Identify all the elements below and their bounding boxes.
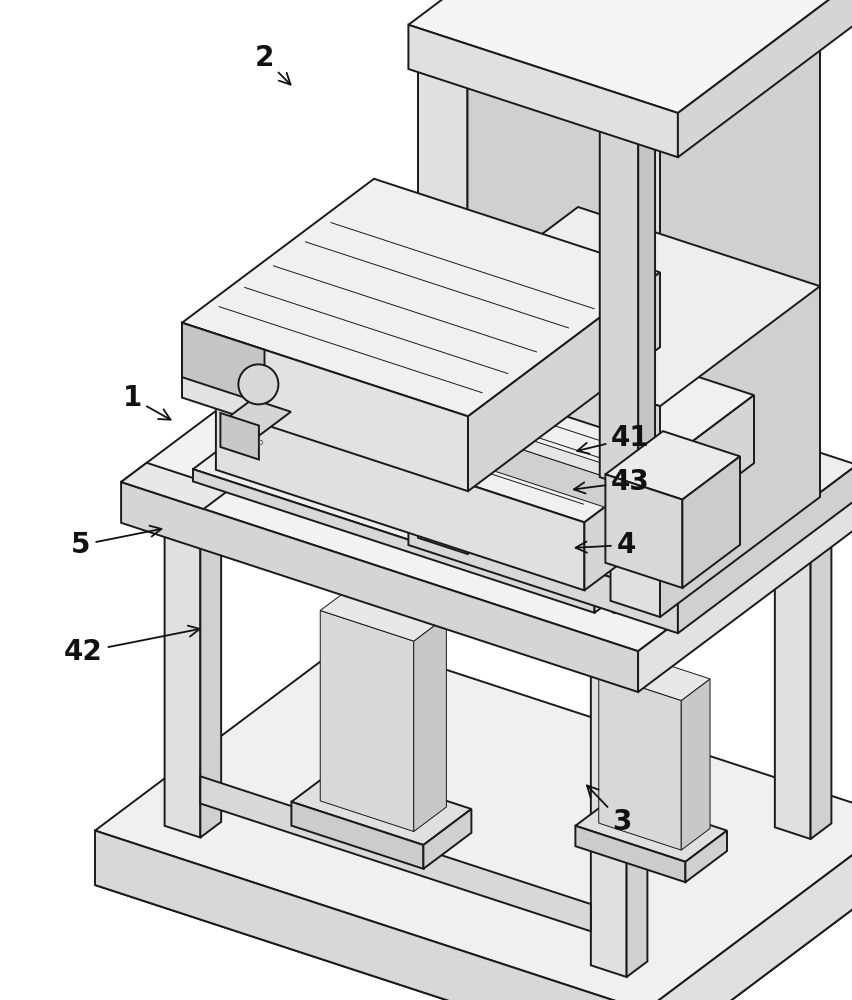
Circle shape: [376, 341, 386, 351]
Polygon shape: [418, 207, 820, 406]
Polygon shape: [408, 377, 852, 599]
Polygon shape: [408, 25, 678, 157]
Polygon shape: [216, 402, 584, 590]
Polygon shape: [660, 21, 820, 617]
Polygon shape: [606, 474, 682, 588]
Polygon shape: [599, 674, 682, 850]
Polygon shape: [599, 652, 710, 700]
Polygon shape: [682, 456, 740, 588]
Polygon shape: [468, 0, 628, 554]
Polygon shape: [221, 399, 291, 436]
Text: 41: 41: [577, 424, 650, 454]
Polygon shape: [121, 304, 852, 651]
Polygon shape: [121, 482, 638, 692]
Polygon shape: [95, 831, 645, 1000]
Polygon shape: [606, 431, 740, 500]
Polygon shape: [348, 382, 384, 700]
Polygon shape: [678, 465, 852, 633]
Polygon shape: [575, 795, 727, 862]
Polygon shape: [678, 0, 852, 157]
Polygon shape: [638, 474, 852, 692]
Text: 43: 43: [574, 468, 650, 496]
Text: 1: 1: [123, 384, 170, 420]
Polygon shape: [193, 469, 595, 613]
Polygon shape: [256, 354, 665, 492]
Polygon shape: [221, 413, 259, 460]
Polygon shape: [638, 35, 655, 490]
Polygon shape: [182, 179, 660, 416]
Circle shape: [783, 474, 793, 484]
Polygon shape: [682, 679, 710, 850]
Polygon shape: [418, 327, 660, 447]
Polygon shape: [774, 521, 810, 839]
Polygon shape: [626, 655, 648, 977]
Text: 2: 2: [255, 44, 291, 85]
Polygon shape: [200, 776, 590, 931]
Text: 42: 42: [64, 626, 199, 666]
Polygon shape: [256, 363, 653, 523]
Polygon shape: [193, 330, 780, 601]
Polygon shape: [95, 693, 852, 1000]
Polygon shape: [595, 461, 780, 613]
Circle shape: [610, 604, 620, 614]
Polygon shape: [291, 802, 423, 869]
Text: p: p: [257, 438, 262, 447]
Polygon shape: [408, 511, 678, 633]
Polygon shape: [685, 831, 727, 882]
Polygon shape: [418, 62, 468, 554]
Text: 4: 4: [576, 531, 636, 559]
Polygon shape: [423, 809, 471, 869]
Polygon shape: [348, 366, 406, 393]
Polygon shape: [575, 826, 685, 882]
Polygon shape: [468, 272, 660, 491]
Polygon shape: [810, 517, 832, 839]
Polygon shape: [164, 520, 200, 838]
Polygon shape: [182, 323, 468, 491]
Text: 5: 5: [72, 526, 161, 559]
Polygon shape: [590, 659, 626, 977]
Polygon shape: [121, 463, 229, 509]
Polygon shape: [320, 586, 446, 641]
Polygon shape: [611, 125, 660, 617]
Circle shape: [239, 364, 279, 404]
Polygon shape: [384, 378, 406, 700]
Polygon shape: [164, 504, 222, 532]
Text: 3: 3: [587, 785, 631, 836]
Polygon shape: [584, 395, 754, 590]
Polygon shape: [414, 617, 446, 832]
Polygon shape: [320, 610, 414, 832]
Polygon shape: [291, 766, 471, 845]
Polygon shape: [408, 0, 852, 113]
Polygon shape: [600, 35, 638, 490]
Polygon shape: [182, 323, 264, 404]
Polygon shape: [95, 639, 852, 1000]
Polygon shape: [645, 819, 852, 1000]
Polygon shape: [774, 506, 832, 533]
Polygon shape: [216, 275, 754, 522]
Circle shape: [203, 470, 213, 480]
Polygon shape: [200, 516, 222, 838]
Circle shape: [376, 407, 392, 423]
Polygon shape: [590, 644, 648, 671]
